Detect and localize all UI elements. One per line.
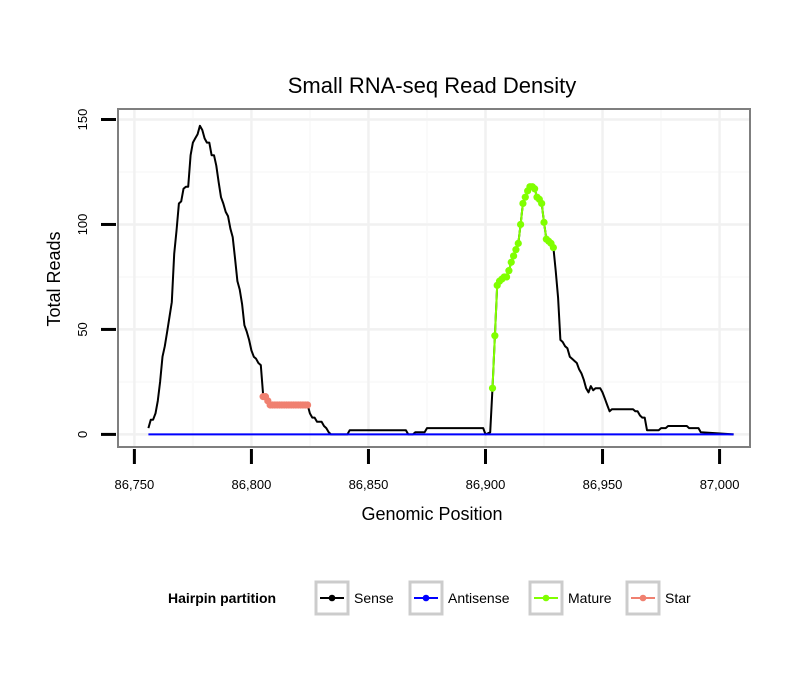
legend: Hairpin partition Sense Antisense Mature St… [168, 580, 691, 616]
legend-label: Mature [568, 590, 612, 606]
axes: 86,750 86,800 86,850 86,900 86,950 87,000 0 50 1… [75, 109, 739, 492]
y-axis-title: Total Reads [44, 231, 64, 326]
legend-key-point [639, 594, 647, 602]
data-point-mature [517, 220, 525, 229]
data-point-mature [519, 199, 527, 208]
data-point-mature [507, 258, 515, 266]
legend-key-point [328, 594, 336, 602]
chart-title: Small RNA-seq Read Density [288, 73, 577, 98]
plot-panel [117, 108, 751, 448]
y-tick-label: 0 [75, 431, 90, 438]
legend-label: Sense [354, 590, 394, 606]
y-tick-label: 150 [75, 109, 90, 131]
x-tick-label: 87,000 [700, 477, 740, 492]
data-point-mature [491, 332, 499, 340]
legend-label: Antisense [448, 590, 510, 606]
legend-key-point [422, 594, 430, 602]
y-tick-label: 100 [75, 214, 90, 236]
data-point-mature [538, 199, 546, 208]
data-point-mature [509, 252, 518, 260]
x-tick-label: 86,800 [232, 477, 272, 492]
data-point-mature [540, 218, 548, 226]
legend-key-point [542, 594, 550, 602]
legend-title: Hairpin partition [168, 590, 276, 606]
y-tick-label: 50 [75, 322, 90, 336]
data-point-star [304, 401, 312, 409]
data-point-mature [521, 193, 529, 201]
legend-item-antisense: Antisense [408, 580, 510, 616]
series-layer [147, 124, 734, 436]
data-point-mature [512, 246, 520, 254]
data-point-mature [502, 273, 511, 281]
data-point-mature [488, 384, 497, 392]
legend-item-sense: Sense [314, 580, 394, 616]
x-tick-label: 86,750 [115, 477, 155, 492]
x-tick-label: 86,900 [466, 477, 506, 492]
legend-label: Star [665, 590, 691, 606]
data-point-mature [549, 243, 557, 252]
data-point-mature [514, 239, 522, 247]
x-axis-title: Genomic Position [361, 504, 502, 524]
series-line-sense [147, 124, 734, 436]
data-point-mature [505, 267, 513, 275]
plot-background [117, 108, 751, 448]
x-tick-label: 86,850 [349, 477, 389, 492]
grid-lines [119, 110, 749, 446]
data-point-mature [531, 185, 539, 193]
legend-item-mature: Mature [528, 580, 612, 616]
legend-item-star: Star [625, 580, 691, 616]
x-tick-label: 86,950 [583, 477, 623, 492]
